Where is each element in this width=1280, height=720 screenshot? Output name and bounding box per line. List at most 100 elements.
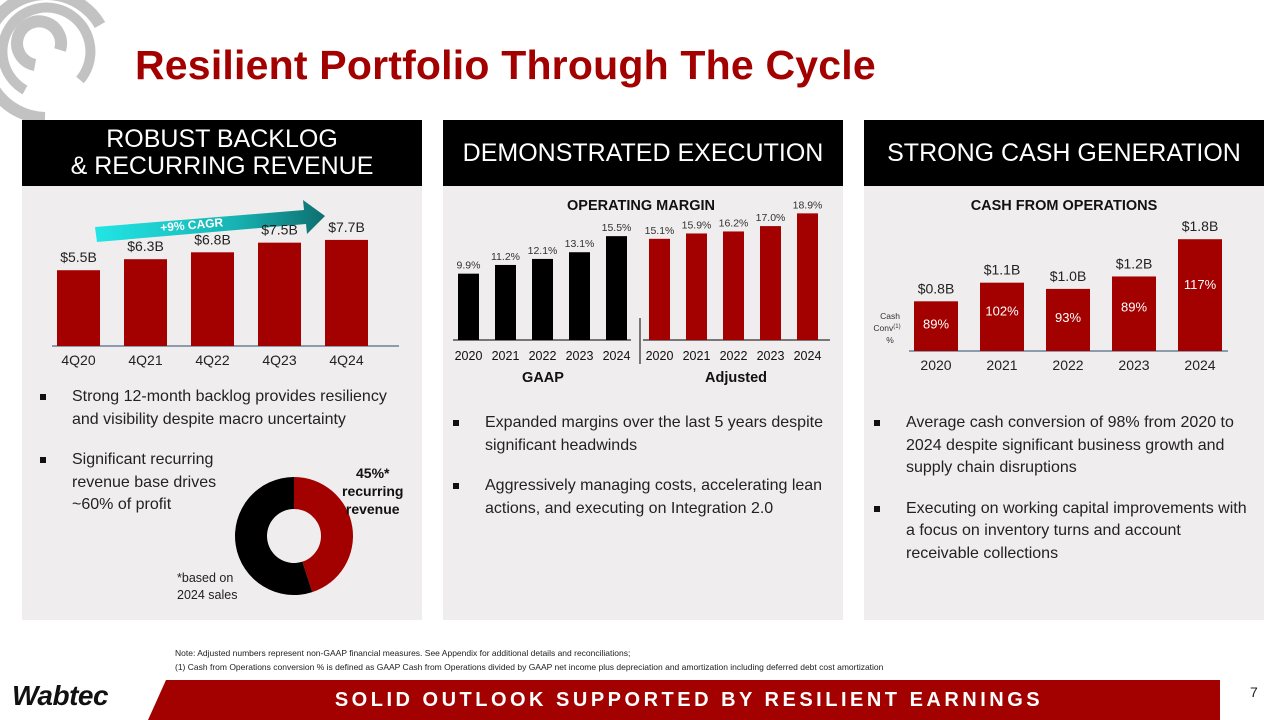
backlog-bar xyxy=(258,242,301,346)
cash-panel: STRONG CASH GENERATION CASH FROM OPERATI… xyxy=(864,120,1264,620)
backlog-bar xyxy=(191,252,234,346)
backlog-bar xyxy=(325,239,368,346)
cash-conversion-label: 93% xyxy=(1055,310,1081,325)
x-tick-label: 2021 xyxy=(492,349,520,363)
wabtec-logo: Wabtec xyxy=(12,680,109,711)
x-tick-label: 2022 xyxy=(720,349,748,363)
gaap-margin-bar xyxy=(532,258,553,340)
data-label: $0.8B xyxy=(918,280,955,296)
cash-conv-label-line2: Conv(1) xyxy=(873,323,900,333)
backlog-header-line2: & RECURRING REVENUE xyxy=(70,152,374,180)
donut-footnote: *based on 2024 sales xyxy=(177,570,237,604)
page-number: 7 xyxy=(1250,684,1258,700)
series-label: Adjusted xyxy=(705,370,767,386)
data-label: 17.0% xyxy=(756,212,786,224)
cash-bar xyxy=(914,301,958,351)
x-tick-label: 2022 xyxy=(529,349,557,363)
backlog-bar xyxy=(57,270,100,346)
footer-banner: SOLID OUTLOOK SUPPORTED BY RESILIENT EAR… xyxy=(148,680,1220,720)
cash-conversion-label: 117% xyxy=(1184,277,1217,292)
cash-bar xyxy=(1178,239,1222,351)
gaap-margin-bar xyxy=(495,264,516,340)
data-label: 16.2% xyxy=(719,217,749,229)
data-label: 15.9% xyxy=(682,219,712,231)
execution-panel: DEMONSTRATED EXECUTION OPERATING MARGIN … xyxy=(443,120,843,620)
data-label: 12.1% xyxy=(528,245,558,257)
x-tick-label: 4Q20 xyxy=(61,352,95,368)
data-label: 18.9% xyxy=(793,199,823,211)
x-tick-label: 2024 xyxy=(603,349,631,363)
x-tick-label: 2023 xyxy=(566,349,594,363)
donut-slice xyxy=(294,477,353,593)
backlog-header-line1: ROBUST BACKLOG xyxy=(106,125,338,153)
backlog-panel: ROBUST BACKLOG & RECURRING REVENUE +9% C… xyxy=(22,120,422,620)
data-label: 13.1% xyxy=(565,238,595,250)
cash-panel-header: STRONG CASH GENERATION xyxy=(864,120,1264,186)
bullet-item: Average cash conversion of 98% from 2020… xyxy=(874,412,1254,480)
data-label: $7.5B xyxy=(261,222,298,238)
adjusted-margin-bar xyxy=(649,238,670,340)
data-label: $1.1B xyxy=(984,262,1021,278)
gaap-margin-bar xyxy=(606,236,627,340)
x-tick-label: 2024 xyxy=(794,349,822,363)
series-label: GAAP xyxy=(522,370,564,386)
bullet-item: Significant recurring revenue base drive… xyxy=(40,449,250,517)
operating-margin-chart: OPERATING MARGIN 9.9% 2020 11.2% 2021 12.1% 2… xyxy=(453,198,830,386)
footnote-note: Note: Adjusted numbers represent non-GAA… xyxy=(175,648,631,658)
page-title: Resilient Portfolio Through The Cycle xyxy=(135,42,876,88)
x-tick-label: 4Q23 xyxy=(262,352,296,368)
backlog-bar xyxy=(124,259,167,346)
cash-bar xyxy=(1046,288,1090,351)
gaap-margin-bar xyxy=(569,252,590,340)
backlog-panel-header: ROBUST BACKLOG & RECURRING REVENUE xyxy=(22,120,422,186)
cash-conversion-label: 89% xyxy=(923,316,949,331)
x-tick-label: 4Q24 xyxy=(329,352,363,368)
backlog-bullets: Strong 12-month backlog provides resilie… xyxy=(40,386,400,535)
adjusted-margin-bar xyxy=(723,231,744,340)
data-label: $1.8B xyxy=(1182,218,1219,234)
data-label: 15.5% xyxy=(602,222,632,234)
donut-footnote-line2: 2024 sales xyxy=(177,588,238,602)
data-label: 9.9% xyxy=(457,260,481,272)
data-label: $7.7B xyxy=(328,219,365,235)
cash-conv-label-line1: Cash xyxy=(880,311,900,321)
x-tick-label: 2020 xyxy=(646,349,674,363)
donut-label: 45%* recurring revenue xyxy=(342,464,403,518)
x-tick-label: 2020 xyxy=(455,349,483,363)
cash-bar xyxy=(1112,276,1156,351)
data-label: $1.2B xyxy=(1116,255,1153,271)
adjusted-margin-bar xyxy=(760,226,781,340)
data-label: 11.2% xyxy=(491,251,520,263)
chart-title: OPERATING MARGIN xyxy=(567,198,715,214)
x-tick-label: 2023 xyxy=(1118,357,1149,373)
cash-conv-label-line3: % xyxy=(886,335,894,345)
cash-bullets: Average cash conversion of 98% from 2020… xyxy=(874,412,1254,583)
data-label: $6.8B xyxy=(194,231,231,247)
x-tick-label: 2023 xyxy=(757,349,785,363)
x-tick-label: 4Q22 xyxy=(195,352,229,368)
x-tick-label: 2022 xyxy=(1052,357,1083,373)
x-tick-label: 2020 xyxy=(920,357,951,373)
donut-label-line3: revenue xyxy=(345,501,400,517)
data-label: $1.0B xyxy=(1050,268,1087,284)
data-label: 15.1% xyxy=(645,225,675,237)
bullet-item: Aggressively managing costs, acceleratin… xyxy=(453,475,833,520)
bullet-item: Strong 12-month backlog provides resilie… xyxy=(40,386,400,431)
x-tick-label: 2021 xyxy=(986,357,1017,373)
chart-title: CASH FROM OPERATIONS xyxy=(971,198,1158,214)
cash-conversion-label: 102% xyxy=(985,304,1019,319)
execution-panel-header: DEMONSTRATED EXECUTION xyxy=(443,120,843,186)
data-label: $5.5B xyxy=(60,249,97,265)
x-tick-label: 2024 xyxy=(1184,357,1215,373)
donut-footnote-line1: *based on xyxy=(177,571,234,585)
donut-label-line2: recurring xyxy=(342,483,404,499)
cash-conversion-label: 89% xyxy=(1121,299,1147,314)
x-tick-label: 2021 xyxy=(683,349,711,363)
bullet-item: Executing on working capital improvement… xyxy=(874,498,1254,566)
data-label: $6.3B xyxy=(127,238,164,254)
wabtec-swirl-logo-icon xyxy=(0,0,106,120)
backlog-chart: +9% CAGR $5.5B 4Q20 $6.3B 4Q21 $6.8B 4Q22 $7.5… xyxy=(52,200,399,368)
gaap-margin-bar xyxy=(458,273,479,340)
cash-bar xyxy=(980,282,1024,351)
execution-bullets: Expanded margins over the last 5 years d… xyxy=(453,412,833,538)
